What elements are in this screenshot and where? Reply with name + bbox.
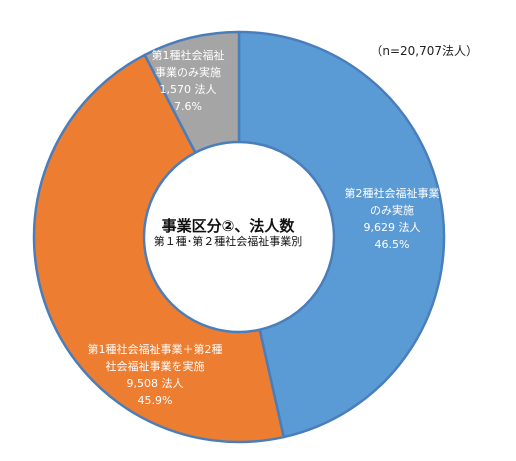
slice-type2-only bbox=[237, 30, 446, 439]
slice-label-type2-only: 第2種社会福祉事業 のみ実施 9,629 法人 46.5% bbox=[344, 187, 440, 251]
slice-type1-only bbox=[143, 30, 241, 154]
slice-type1-and-type2 bbox=[32, 53, 285, 444]
chart-title: 事業区分②、法人数 bbox=[161, 217, 295, 235]
center-title: 事業区分②、法人数 第１種･第２種社会福祉事業別 bbox=[128, 217, 328, 249]
slice-label-type1-only: 第1種社会福祉 事業のみ実施 1,570 法人 7.6% bbox=[151, 49, 225, 113]
slice-label-type1-and-type2: 第1種社会福祉事業＋第2種 社会福祉事業を実施 9,508 法人 45.9% bbox=[87, 343, 223, 407]
sample-size-note: （n=20,707法人） bbox=[370, 44, 478, 58]
chart-subtitle: 第１種･第２種社会福祉事業別 bbox=[153, 235, 303, 248]
